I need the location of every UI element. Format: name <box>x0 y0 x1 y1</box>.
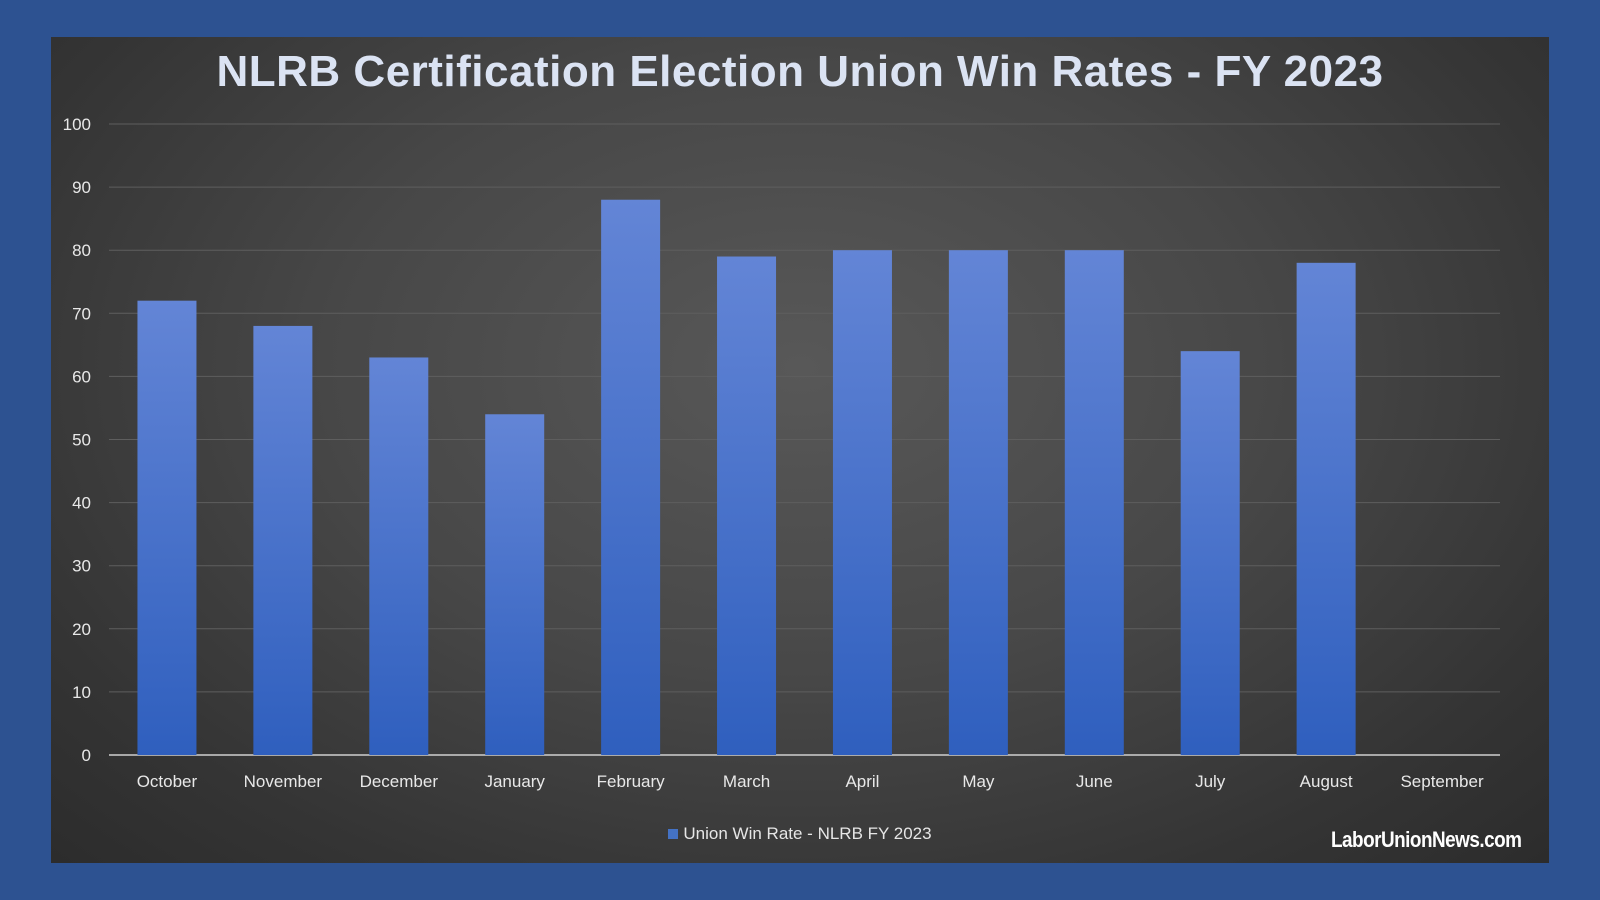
bar-december <box>369 357 429 755</box>
bar-march <box>717 256 777 755</box>
y-tick-label: 20 <box>72 620 91 639</box>
x-tick-label-december: December <box>360 772 439 791</box>
x-tick-label-november: November <box>244 772 323 791</box>
y-tick-label: 90 <box>72 178 91 197</box>
x-tick-label-january: January <box>484 772 545 791</box>
bar-june <box>1064 250 1124 755</box>
bar-may <box>948 250 1008 755</box>
bar-august <box>1296 262 1356 755</box>
y-axis-tick-labels: 0 10 20 30 40 50 60 70 80 90 100 <box>63 115 91 765</box>
y-tick-label: 50 <box>72 431 91 450</box>
x-tick-label-july: July <box>1195 772 1226 791</box>
chart-title: NLRB Certification Election Union Win Ra… <box>216 47 1384 96</box>
y-tick-label: 100 <box>63 115 91 134</box>
x-tick-label-march: March <box>723 772 770 791</box>
legend: Union Win Rate - NLRB FY 2023 <box>51 824 1549 844</box>
bars <box>137 199 1356 756</box>
x-tick-label-february: February <box>597 772 666 791</box>
y-tick-label: 30 <box>72 557 91 576</box>
bar-november <box>253 325 313 755</box>
bar-july <box>1180 351 1240 755</box>
gridlines <box>109 123 1500 756</box>
bar-january <box>485 414 545 755</box>
x-tick-label-april: April <box>845 772 879 791</box>
x-axis-tick-labels: October November December January February Ma… <box>137 772 1484 791</box>
bar-february <box>601 199 661 756</box>
chart-frame: 0 10 20 30 40 50 60 70 80 90 100 October November De… <box>51 37 1549 863</box>
y-tick-label: 40 <box>72 494 91 513</box>
bar-april <box>832 250 892 755</box>
y-tick-label: 80 <box>72 241 91 260</box>
bar-october <box>137 300 197 755</box>
x-tick-label-august: August <box>1300 772 1353 791</box>
legend-swatch <box>668 829 679 839</box>
x-tick-label-june: June <box>1076 772 1113 791</box>
legend-label: Union Win Rate - NLRB FY 2023 <box>683 824 932 843</box>
x-tick-label-october: October <box>137 772 198 791</box>
site-watermark: LaborUnionNews.com <box>1330 827 1522 852</box>
x-tick-label-may: May <box>962 772 995 791</box>
x-tick-label-september: September <box>1400 772 1483 791</box>
y-tick-label: 70 <box>72 304 91 323</box>
y-tick-label: 60 <box>72 367 91 386</box>
chart-plot: 0 10 20 30 40 50 60 70 80 90 100 October November De… <box>63 115 1500 791</box>
y-tick-label: 10 <box>72 683 91 702</box>
y-tick-label: 0 <box>82 746 91 765</box>
